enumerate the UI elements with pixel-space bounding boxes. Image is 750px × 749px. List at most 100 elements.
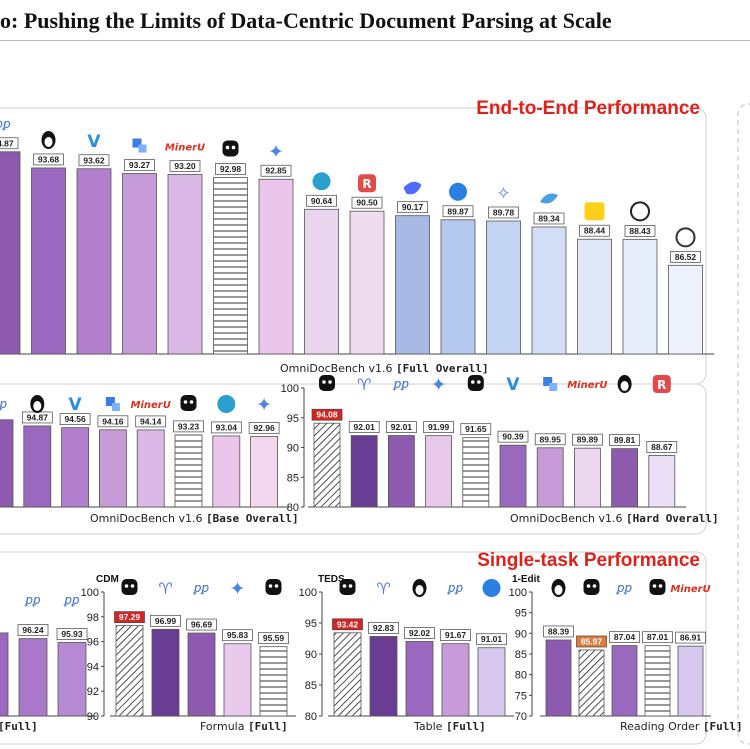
full-model-sq-icon bbox=[132, 138, 142, 148]
table-data-label-box bbox=[332, 618, 363, 631]
full-model-r-icon-glyph: R bbox=[362, 177, 371, 191]
full-data-label: 89.78 bbox=[493, 207, 515, 217]
hard-data-label: 92.01 bbox=[391, 422, 413, 432]
full-model-pen-icon-belly bbox=[44, 136, 53, 147]
base-model-sq-icon bbox=[105, 397, 115, 406]
table-bar bbox=[405, 641, 434, 717]
full-model-rb-icon bbox=[630, 201, 650, 222]
base-bar bbox=[61, 427, 89, 508]
formula-tick-label: 90 bbox=[87, 711, 99, 723]
table-data-label: 92.83 bbox=[373, 623, 395, 633]
hard-model-ours-icon-eye bbox=[471, 380, 475, 384]
base-data-label-box bbox=[210, 421, 242, 434]
formula-model-star-icon: ✦ bbox=[230, 578, 246, 600]
base-data-label: 92.96 bbox=[253, 423, 275, 433]
table-data-label: 91.01 bbox=[481, 634, 503, 644]
table-tick-label: 90 bbox=[305, 649, 317, 661]
reading-data-label: 87.04 bbox=[614, 632, 636, 642]
formula-tick-label: 100 bbox=[81, 587, 99, 599]
sub-overall-frame bbox=[0, 383, 707, 535]
full-model-iv-icon: ✧ bbox=[496, 184, 510, 204]
base-bar bbox=[212, 435, 241, 508]
formula-model-ours-icon-eye bbox=[124, 584, 129, 588]
full-model-pp-icon: ꝑꝑ bbox=[0, 117, 11, 131]
hard-model-r-icon bbox=[652, 375, 671, 393]
base-model-star-icon: ✦ bbox=[256, 394, 272, 416]
table-bar bbox=[477, 647, 506, 717]
base-data-label-box bbox=[173, 420, 204, 433]
full-data-label: 88.43 bbox=[629, 226, 651, 236]
base-model-ours-icon-eye bbox=[183, 400, 188, 404]
hard-bar bbox=[387, 435, 415, 508]
base-model-pen-icon-belly bbox=[33, 401, 42, 411]
full-bar bbox=[395, 215, 430, 355]
table-model-ours-icon-eye2 bbox=[348, 584, 353, 588]
hard-bar bbox=[536, 447, 564, 508]
reading-bar bbox=[611, 645, 638, 717]
reading-tick-label: 70 bbox=[515, 711, 527, 723]
hard-model-star-icon: ✦ bbox=[431, 374, 447, 396]
section-title-end-to-end: End-to-End Performance bbox=[476, 98, 700, 119]
full-model-star-icon: ✦ bbox=[268, 141, 284, 163]
hard-bar bbox=[611, 448, 638, 508]
table-data-label: 93.42 bbox=[337, 619, 359, 629]
full-data-label: 89.87 bbox=[447, 206, 469, 216]
base-data-label: 93.23 bbox=[178, 421, 200, 431]
hard-model-ours-icon-eye2 bbox=[477, 380, 481, 384]
base-bar bbox=[250, 435, 279, 508]
hard-data-label: 91.65 bbox=[465, 424, 487, 434]
full-data-label-box bbox=[579, 224, 610, 237]
full-bar bbox=[31, 167, 66, 355]
reading-tick-label: 90 bbox=[515, 628, 527, 640]
formula-model-vv-icon: ♈ bbox=[158, 579, 172, 598]
full-model-whale-icon bbox=[403, 181, 422, 195]
table-bar bbox=[369, 636, 398, 717]
formula-data-label: 95.59 bbox=[263, 633, 285, 643]
formula-bar bbox=[187, 632, 216, 717]
formula-bar bbox=[151, 628, 180, 717]
reading-tick-label: 85 bbox=[515, 649, 527, 661]
reading-data-label-box bbox=[576, 635, 607, 648]
full-model-mt-icon bbox=[584, 202, 605, 221]
table-model-ball-icon bbox=[482, 579, 501, 597]
reading-caption: Reading Order [Full] bbox=[620, 720, 743, 733]
text-data-label-box bbox=[56, 628, 88, 640]
table-model-ours-icon-eye bbox=[342, 584, 347, 588]
full-bar bbox=[577, 238, 612, 355]
hard-tick-label: 90 bbox=[287, 443, 299, 455]
formula-tick-label: 94 bbox=[87, 661, 99, 673]
table-data-label-box bbox=[440, 629, 471, 641]
base-caption: OmniDocBench v1.6 [Base Overall] bbox=[90, 512, 299, 525]
full-bar bbox=[258, 178, 294, 355]
formula-tick-label: 92 bbox=[87, 686, 99, 698]
table-tick-label: 80 bbox=[305, 711, 317, 723]
full-data-label-box bbox=[624, 225, 656, 237]
reading-data-label-box bbox=[543, 625, 574, 638]
reading-model-ours-icon-eye bbox=[586, 584, 591, 588]
hard-model-ours-icon bbox=[319, 375, 335, 391]
full-data-label: 90.17 bbox=[402, 202, 424, 212]
text-caption: [Full] bbox=[0, 720, 38, 733]
reading-model-ours-icon-eye2 bbox=[592, 584, 597, 588]
formula-bar bbox=[223, 643, 252, 717]
formula-data-label-box bbox=[114, 611, 145, 623]
base-data-label: 93.04 bbox=[216, 422, 238, 432]
hard-data-label: 90.39 bbox=[502, 432, 524, 442]
full-model-v-icon: V bbox=[87, 132, 101, 152]
base-data-label: 94.87 bbox=[27, 412, 49, 422]
full-data-label-box bbox=[0, 137, 19, 150]
formula-model-ours-icon-eye2 bbox=[130, 584, 135, 588]
full-bar bbox=[440, 219, 476, 355]
full-data-label: 92.85 bbox=[265, 166, 287, 176]
formula-data-label-box bbox=[222, 629, 253, 642]
single-task-frame bbox=[0, 551, 707, 745]
table-data-label-box bbox=[404, 627, 435, 639]
full-data-label-box bbox=[488, 206, 519, 219]
base-bar bbox=[174, 434, 203, 508]
table-model-pen-icon-belly bbox=[415, 585, 424, 595]
reading-model-ours-icon bbox=[649, 579, 666, 595]
table-data-label: 91.67 bbox=[445, 630, 467, 640]
reading-tick-label: 80 bbox=[515, 670, 527, 682]
full-data-label-box bbox=[533, 212, 565, 225]
